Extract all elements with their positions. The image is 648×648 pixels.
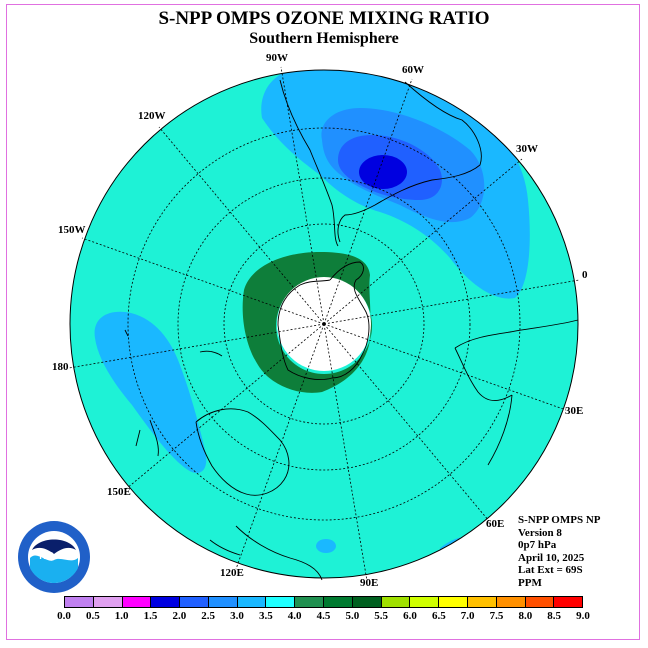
colorbar-tick-label: 3.5: [258, 610, 273, 622]
figure-frame: [6, 4, 640, 640]
colorbar-tick-label: 3.0: [230, 610, 244, 622]
colorbar-tick-label: 1.0: [114, 610, 129, 622]
colorbar-swatch: [93, 597, 123, 607]
ozone-region-4.5-ring: [242, 252, 373, 393]
colorbar-tick-label: 0.0: [57, 610, 71, 622]
colorbar-ticks: 0.0 0.5 1.0 1.5 2.0 2.5 3.0 3.5 4.0 4.5 5.0 5.5 6.0 6…: [0, 610, 648, 624]
colorbar-tick-label: 6.5: [431, 610, 446, 622]
colorbar-swatch: [180, 597, 209, 607]
lon-label-60e: 60E: [486, 518, 504, 530]
lon-label-90w: 90W: [266, 52, 288, 64]
lon-label-180: 180: [52, 361, 69, 373]
colorbar-swatch: [410, 597, 440, 607]
colorbar-swatch: [122, 597, 152, 607]
map-title: S-NPP OMPS OZONE MIXING RATIO: [158, 8, 490, 29]
colorbar-tick-label: 7.0: [460, 610, 475, 622]
colorbar-swatch: [352, 597, 382, 607]
colorbar-swatch: [266, 597, 296, 607]
south-pole-marker: [322, 322, 326, 326]
colorbar-tick-label: 8.5: [547, 610, 562, 622]
colorbar-swatch: [65, 597, 94, 607]
info-panel: S-NPP OMPS NP Version 8 0p7 hPa April 10…: [518, 514, 601, 590]
lon-label-0: 0: [582, 269, 588, 281]
colorbar-swatch: [381, 597, 411, 607]
colorbar-swatch: [439, 597, 468, 607]
colorbar-tick-label: 0.5: [85, 610, 100, 622]
info-satellite: S-NPP OMPS NP: [518, 514, 601, 526]
colorbar-tick-label: 6.0: [403, 610, 417, 622]
info-version: Version 8: [518, 526, 562, 539]
colorbar-tick-label: 7.5: [489, 610, 504, 622]
lon-label-150w: 150W: [58, 224, 86, 236]
noaa-logo: NOAA: [18, 521, 90, 593]
info-units: PPM: [518, 576, 542, 589]
colorbar-swatch: [324, 597, 353, 607]
colorbar: [64, 596, 583, 608]
colorbar-tick-label: 4.5: [316, 610, 331, 622]
ozone-region-3.0-pacific: [94, 311, 207, 474]
colorbar-swatch: [496, 597, 526, 607]
lon-label-150e: 150E: [107, 486, 131, 498]
colorbar-tick-label: 2.0: [172, 610, 187, 622]
ozone-region-1.5-minimum: [359, 155, 407, 189]
longitude-labels: 90W 60W 30W 0 30E 60E 90E 120E 150E 180 …: [52, 52, 588, 589]
info-pressure-level: 0p7 hPa: [518, 539, 557, 552]
colorbar-swatch: [525, 597, 555, 607]
info-lat-extent: Lat Ext = 69S: [518, 564, 583, 577]
colorbar-tick-label: 9.0: [576, 610, 590, 622]
lon-label-60w: 60W: [402, 64, 424, 76]
lon-label-90e: 90E: [360, 577, 378, 589]
colorbar-tick-label: 4.0: [287, 610, 302, 622]
ozone-region-3.0-small: [316, 539, 336, 553]
colorbar-tick-label: 1.5: [143, 610, 158, 622]
colorbar-tick-label: 2.5: [201, 610, 216, 622]
lon-label-120e: 120E: [220, 567, 244, 579]
noaa-logo-text: NOAA: [39, 551, 68, 562]
map-boundary: [69, 69, 579, 579]
graticule: [68, 66, 580, 582]
colorbar-swatch: [237, 597, 267, 607]
colorbar-swatch: [467, 597, 497, 607]
colorbar-swatch: [151, 597, 181, 607]
lon-label-120w: 120W: [138, 110, 166, 122]
lon-label-30w: 30W: [516, 143, 538, 155]
coastlines: [124, 79, 579, 581]
lon-label-30e: 30E: [565, 405, 583, 417]
colorbar-tick-label: 8.0: [518, 610, 533, 622]
colorbar-swatch: [295, 597, 325, 607]
info-date: April 10, 2025: [518, 551, 585, 564]
colorbar-swatch: [208, 597, 238, 607]
colorbar-tick-label: 5.5: [374, 610, 389, 622]
map-subtitle: Southern Hemisphere: [249, 30, 399, 47]
colorbar-swatch: [554, 597, 583, 607]
colorbar-tick-label: 5.0: [345, 610, 360, 622]
